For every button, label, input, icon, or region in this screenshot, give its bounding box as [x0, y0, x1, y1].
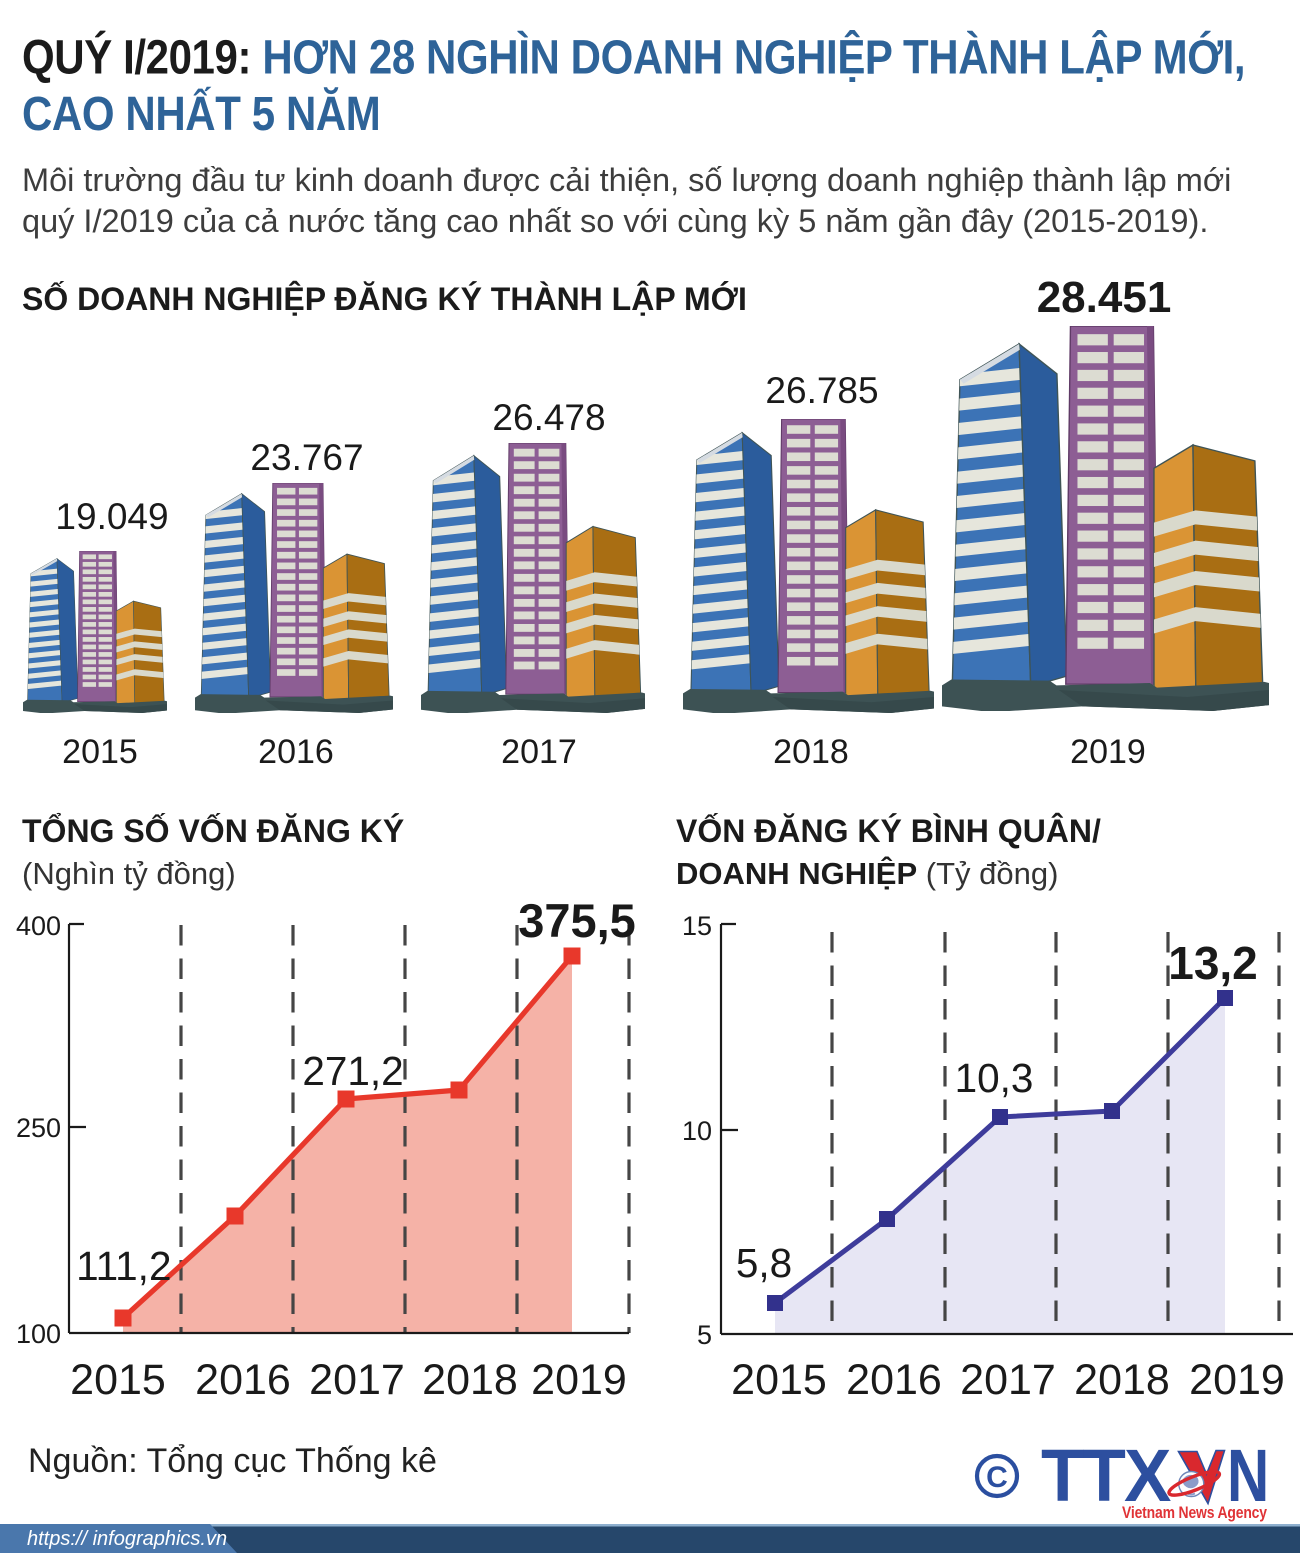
svg-text:C: C: [986, 1461, 1008, 1494]
